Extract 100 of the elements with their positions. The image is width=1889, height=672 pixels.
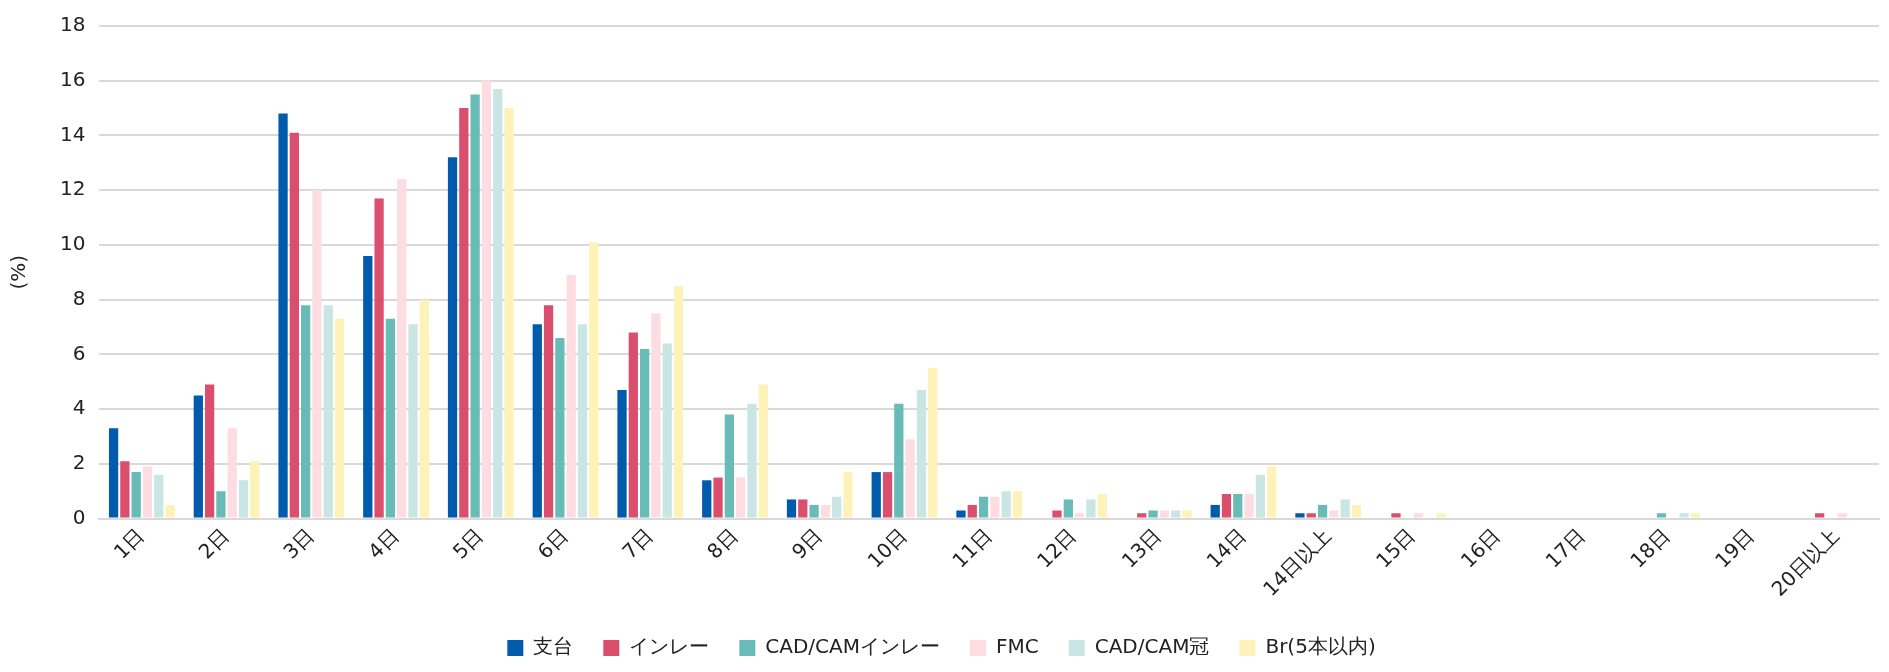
y-tick-label: 12 (60, 176, 86, 201)
bar (363, 255, 373, 518)
bar (1679, 513, 1689, 518)
bar (481, 80, 492, 518)
bar (736, 477, 746, 518)
bar (1255, 474, 1266, 518)
bar (1210, 504, 1220, 518)
bar (131, 472, 141, 518)
bar (238, 480, 249, 518)
legend-label: CAD/CAM冠 (1094, 634, 1210, 659)
bar (1086, 499, 1096, 518)
bar (1001, 491, 1011, 518)
x-tick-label: 3日 (278, 523, 319, 564)
x-tick-label: 11日 (947, 523, 997, 573)
x-tick-label: 13日 (1116, 523, 1166, 573)
bar (165, 504, 175, 518)
x-tick-label: 9日 (786, 523, 827, 564)
bar (577, 324, 588, 518)
bar (628, 332, 638, 518)
bar (532, 324, 542, 518)
bar (154, 474, 164, 518)
bar (1329, 510, 1339, 518)
bar (662, 343, 672, 518)
bar (1074, 513, 1085, 518)
bar (1171, 510, 1181, 518)
bar (798, 499, 808, 518)
bar (1159, 510, 1169, 518)
bar (956, 510, 966, 518)
bar (447, 157, 458, 518)
bar (289, 132, 299, 518)
bar (193, 395, 203, 518)
x-tick-label: 14日 (1201, 523, 1251, 573)
bar (1012, 491, 1023, 518)
bar (786, 499, 797, 518)
bar (566, 275, 576, 518)
bar (278, 113, 288, 518)
bar (1317, 504, 1328, 518)
bar (673, 285, 684, 518)
x-tick-label: 14日以上 (1258, 523, 1336, 601)
bar (916, 389, 927, 518)
bar (1052, 510, 1062, 518)
bar (1137, 513, 1147, 518)
bar (724, 414, 734, 518)
bar (651, 313, 661, 518)
x-tick-label: 10日 (862, 523, 912, 573)
bar (216, 491, 226, 518)
bar (108, 428, 119, 518)
bar (713, 477, 723, 518)
bar (459, 108, 469, 518)
bar (809, 504, 819, 518)
y-tick-label: 8 (72, 285, 86, 310)
x-tick-label: 1日 (108, 523, 150, 564)
bar (905, 439, 915, 518)
y-tick-label: 18 (60, 12, 86, 37)
bar (702, 480, 712, 518)
bar (1351, 504, 1362, 518)
bar (1063, 499, 1073, 518)
bar (1148, 510, 1158, 518)
x-tick-label: 5日 (447, 523, 488, 564)
x-tick-label: 17日 (1540, 523, 1590, 573)
bar (1267, 466, 1277, 518)
bar (301, 305, 311, 518)
x-tick-label: 4日 (363, 523, 404, 564)
y-axis-title: (%) (6, 255, 31, 290)
bar (1244, 493, 1254, 518)
bar (1413, 513, 1424, 518)
bar (1233, 493, 1243, 518)
y-tick-label: 10 (60, 231, 86, 256)
y-tick-label: 6 (72, 340, 86, 365)
bar (374, 198, 384, 518)
bar (120, 461, 130, 518)
bar (990, 496, 1000, 518)
bar (1306, 513, 1316, 518)
bar (1182, 510, 1192, 518)
bar (617, 389, 627, 518)
x-tick-label: 19日 (1709, 523, 1760, 573)
bar (385, 318, 396, 518)
bar (1690, 513, 1701, 518)
x-tick-label: 6日 (532, 523, 573, 564)
bar (543, 305, 554, 518)
bar (142, 466, 153, 518)
x-tick-label: 2日 (193, 523, 234, 564)
y-tick-label: 14 (60, 121, 86, 146)
bar (419, 299, 429, 518)
bar (843, 472, 853, 518)
bar (1295, 513, 1305, 518)
bar (555, 337, 565, 518)
bar (470, 94, 480, 518)
bar (323, 305, 333, 518)
y-tick-label: 2 (72, 450, 86, 475)
legend-label: インレー (629, 634, 710, 659)
bar (639, 348, 650, 518)
x-tick-label: 15日 (1371, 523, 1421, 573)
bar (250, 461, 260, 518)
bar (967, 504, 977, 518)
bar (882, 472, 893, 518)
legend-label: FMC (996, 634, 1039, 659)
bar (312, 190, 322, 518)
x-tick-label: 18日 (1625, 523, 1675, 573)
y-tick-label: 16 (60, 66, 86, 91)
